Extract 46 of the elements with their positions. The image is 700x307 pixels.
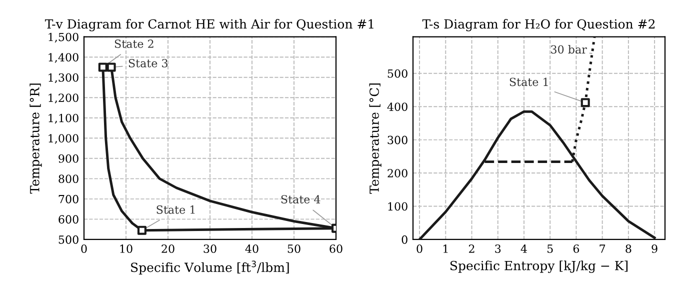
y-tick-label: 100: [388, 202, 408, 211]
annotation: State 4: [281, 195, 320, 204]
x-tick-label: 8: [626, 244, 632, 253]
x-tick-label: 40: [245, 244, 258, 253]
y-tick-label: 1,000: [48, 134, 78, 144]
x-tick-label: 0: [416, 244, 422, 253]
y-tick-label: 900: [58, 154, 78, 163]
x-tick-label: 0: [81, 244, 87, 253]
y-tick-label: 800: [58, 174, 78, 184]
y-tick-label: 0: [402, 235, 408, 244]
y-axis-title: Temperature [°R]: [30, 84, 42, 194]
y-tick-label: 500: [388, 69, 408, 78]
y-tick-label: 1,300: [48, 73, 78, 84]
annotation: State 1: [510, 78, 548, 86]
annotation: State 2: [114, 40, 154, 48]
x-tick-label: 6: [573, 244, 580, 253]
y-axis-title: Temperature [°C]: [369, 84, 382, 194]
y-tick-label: 700: [58, 194, 78, 204]
y-tick-label: 200: [388, 169, 408, 178]
x-axis-title: Specific Entropy [kJ/kg − K]: [450, 260, 628, 273]
x-tick-label: 5: [548, 244, 553, 253]
x-tick-label: 10: [120, 244, 132, 253]
annotation: 30 bar: [551, 45, 587, 54]
x-axis-title: Specific Volume [ft$^{3}$/lbm]: [131, 260, 289, 275]
y-tick-label: 400: [387, 102, 408, 111]
x-tick-label: 60: [330, 244, 342, 253]
x-tick-label: 7: [600, 244, 606, 253]
chart-title: T-s Diagram for H₂O for Question #2: [422, 19, 655, 32]
chart-title: T-v Diagram for Carnot HE with Air for Question #1: [44, 19, 374, 32]
x-tick-label: 1: [443, 244, 448, 253]
x-tick-label: 20: [162, 244, 174, 253]
x-tick-label: 3: [495, 244, 501, 253]
y-tick-label: 500: [58, 235, 78, 244]
x-tick-label: 4: [520, 244, 527, 253]
annotation: State 3: [128, 58, 168, 68]
x-tick-label: 9: [652, 244, 658, 253]
x-tick-label: 30: [204, 244, 216, 253]
x-tick-label: 2: [468, 244, 474, 253]
y-tick-label: 300: [388, 136, 408, 144]
y-tick-label: 1,500: [48, 32, 78, 43]
y-tick-label: 1,400: [48, 53, 78, 63]
x-tick-label: 50: [288, 244, 300, 253]
y-tick-label: 1,200: [48, 94, 78, 104]
y-tick-label: 600: [58, 215, 78, 224]
y-tick-label: 1,100: [48, 114, 78, 124]
annotation: State 1: [156, 205, 195, 214]
